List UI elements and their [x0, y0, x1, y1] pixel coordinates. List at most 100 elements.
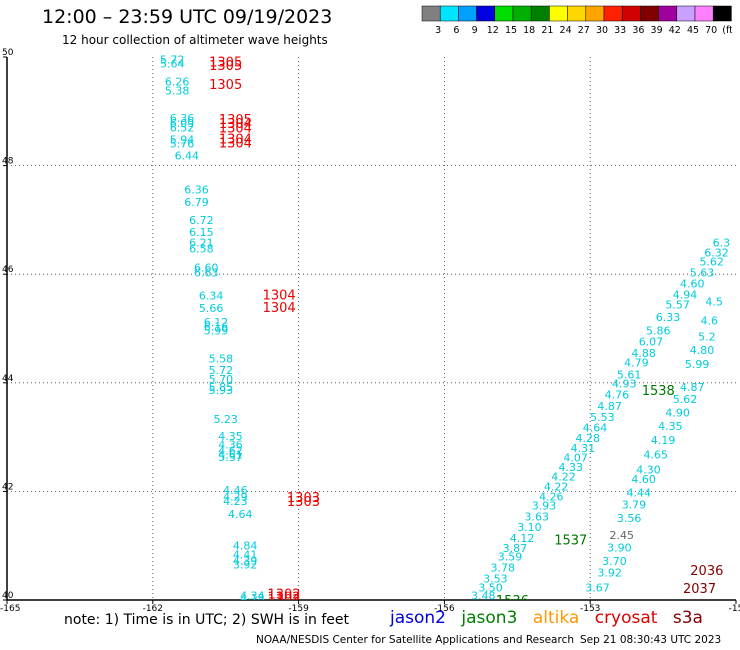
- swh-label: 4.22: [544, 481, 569, 494]
- swh-label: 4.87: [680, 381, 705, 394]
- swh-label: 3.92: [233, 559, 258, 572]
- swh-label: 5.2: [698, 331, 716, 344]
- x-tick-label: -159: [288, 604, 309, 614]
- colorbar-label: 70: [705, 25, 717, 36]
- swh-label: 5.72: [160, 54, 185, 67]
- swh-label: 3.78: [490, 561, 515, 574]
- swh-label: 4.84: [233, 540, 258, 553]
- swh-label: 4.76: [605, 389, 630, 402]
- colorbar-label: 15: [505, 25, 517, 36]
- swh-label: 5.99: [204, 325, 229, 338]
- colorbar-label: 27: [578, 25, 590, 36]
- swh-label: 4.19: [651, 434, 676, 447]
- swh-label: 6.79: [184, 196, 209, 209]
- y-tick-label: 48: [2, 157, 14, 167]
- colorbar-label: 30: [596, 25, 608, 36]
- time-label: 1536: [496, 594, 529, 609]
- time-label: 1538: [642, 384, 675, 399]
- swh-label: 4.64: [228, 508, 253, 521]
- colorbar-label: 6: [453, 25, 459, 36]
- swh-label: 3.92: [597, 566, 622, 579]
- colorbar-label: 33: [614, 25, 626, 36]
- x-tick-label: -165: [0, 604, 20, 614]
- swh-label: 5.63: [690, 267, 715, 280]
- y-tick-label: 42: [2, 482, 13, 492]
- swh-label: 6.36: [184, 183, 209, 196]
- swh-label: 4.60: [680, 277, 705, 290]
- swh-label: 5.85: [209, 381, 234, 394]
- swh-label: 4.80: [690, 344, 715, 357]
- swh-label: 3.59: [498, 551, 523, 564]
- footer-note: note: 1) Time is in UTC; 2) SWH is in fe…: [64, 612, 350, 628]
- swh-label: 3.63: [524, 510, 549, 523]
- swh-label: 4.30: [636, 464, 661, 477]
- legend-s3a: s3a: [672, 608, 703, 628]
- swh-label: 4.26: [539, 490, 564, 503]
- swh-label: 6.12: [204, 316, 229, 329]
- swh-label: 4.41: [233, 548, 258, 561]
- swh-label: 5.53: [590, 411, 615, 424]
- swh-label: 4.23: [223, 495, 248, 508]
- legend-jason3: jason3: [461, 608, 518, 628]
- swh-label: 4.6: [701, 314, 719, 327]
- swh-label: 5.99: [685, 358, 710, 371]
- time-label: 1302: [267, 587, 300, 602]
- swh-label: 3.56: [617, 512, 642, 525]
- colorbar-label: (ft): [722, 25, 732, 36]
- chart-title: 12:00 – 23:59 UTC 09/19/2023: [42, 6, 333, 28]
- y-tick-label: 50: [2, 48, 14, 58]
- swh-label: 4.46: [223, 484, 248, 497]
- time-label: 1305: [209, 59, 242, 74]
- swh-label: 4.35: [658, 420, 683, 433]
- swh-label: 3.67: [585, 582, 610, 595]
- time-label: 1305: [209, 78, 242, 93]
- swh-label: 4.93: [612, 377, 637, 390]
- swh-label: 6.72: [189, 214, 214, 227]
- swh-label: 5.94: [170, 134, 195, 147]
- swh-label: 3.48: [471, 590, 496, 603]
- y-tick-label: 40: [2, 591, 14, 601]
- swh-label: 6.3: [713, 237, 731, 250]
- swh-label: 4.18: [240, 592, 265, 605]
- swh-label: 5.58: [209, 352, 234, 365]
- swh-label: 5.57: [665, 299, 690, 312]
- time-label: 1304: [219, 117, 252, 132]
- swh-label: 5.37: [218, 451, 243, 464]
- data-layer: 5.725.646.265.386.366.096.525.945.766.44…: [160, 54, 731, 609]
- swh-label: 4.33: [559, 461, 584, 474]
- swh-label: 6.34: [199, 289, 224, 302]
- swh-label: 5.64: [160, 58, 185, 71]
- swh-label: 4.07: [563, 452, 588, 465]
- swh-label: 6.58: [189, 243, 214, 256]
- swh-label: 4.12: [510, 532, 535, 545]
- colorbar-label: 36: [632, 25, 644, 36]
- swh-label: 4.22: [551, 471, 576, 484]
- swh-label: 4.61: [218, 448, 243, 461]
- x-tick-label: -156: [434, 604, 455, 614]
- swh-label: 6.16: [204, 320, 229, 333]
- time-label: 1303: [287, 495, 320, 510]
- swh-label: 3.79: [622, 498, 647, 511]
- swh-label: 3.10: [517, 521, 542, 534]
- swh-label: 5.62: [699, 256, 724, 269]
- swh-label: 5.76: [170, 137, 195, 150]
- swh-label: 5.72: [209, 364, 234, 377]
- swh-label: 3.93: [532, 500, 557, 513]
- swh-label: 3.70: [602, 555, 627, 568]
- swh-label: 5.70: [209, 373, 234, 386]
- time-label: 1304: [219, 132, 252, 147]
- time-label: 1302: [267, 591, 300, 606]
- time-label: 1303: [287, 491, 320, 506]
- colorbar-swatch: [712, 5, 732, 22]
- time-label: 1302: [267, 593, 300, 608]
- colorbar-label: 45: [687, 25, 699, 36]
- satellite-legend: jason2 jason3 altika cryosat s3a: [390, 608, 713, 628]
- time-label: 1304: [263, 301, 296, 316]
- time-label: 1304: [219, 136, 252, 151]
- swh-label: 5.66: [199, 302, 224, 315]
- swh-label: 6.07: [639, 336, 664, 349]
- swh-label: 3.87: [503, 542, 528, 555]
- colorbar-label: 24: [560, 25, 572, 36]
- swh-label: 5.86: [646, 325, 671, 338]
